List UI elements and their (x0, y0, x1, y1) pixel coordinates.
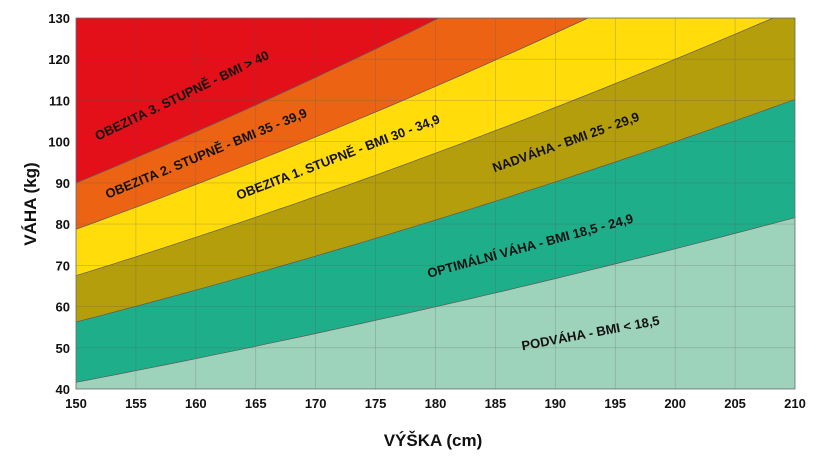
zone-band-3 (76, 18, 774, 276)
y-tick-label: 130 (48, 11, 70, 26)
x-tick-label: 185 (485, 396, 507, 411)
zone-boundaries (76, 18, 795, 383)
bmi-boundary-1 (76, 99, 795, 323)
y-tick-label: 40 (56, 382, 70, 397)
x-tick-label: 180 (425, 396, 447, 411)
x-tick-label: 195 (604, 396, 626, 411)
bmi-boundary-2 (76, 18, 774, 276)
x-tick-label: 165 (245, 396, 267, 411)
x-tick-label: 160 (185, 396, 207, 411)
x-tick-label: 155 (125, 396, 147, 411)
y-axis-title: VÁHA (kg) (21, 162, 40, 245)
x-tick-label: 175 (365, 396, 387, 411)
x-tick-label: 190 (544, 396, 566, 411)
y-tick-label: 100 (48, 135, 70, 150)
bmi-zones (76, 18, 795, 389)
x-tick-label: 205 (724, 396, 746, 411)
bmi-boundary-0 (76, 217, 795, 383)
y-tick-label: 70 (56, 258, 70, 273)
zone-band-0 (76, 217, 795, 389)
zone-band-4 (76, 18, 589, 230)
zone-band-5 (76, 18, 439, 183)
y-tick-label: 80 (56, 217, 70, 232)
y-tick-label: 60 (56, 300, 70, 315)
y-tick-label: 120 (48, 52, 70, 67)
y-tick-label: 50 (56, 341, 70, 356)
bmi-boundary-3 (76, 18, 589, 230)
zone-band-1 (76, 99, 795, 383)
y-tick-label: 110 (49, 93, 70, 108)
x-tick-label: 210 (784, 396, 806, 411)
x-tick-labels: 150 155 160 165 170 175 180 185 190 195 200 205 210 (65, 396, 806, 411)
plot-frame (75, 17, 796, 390)
y-tick-labels: 40 50 60 70 80 90 100 110 120 130 (48, 11, 70, 397)
x-axis-title: VÝŠKA (cm) (384, 431, 483, 450)
x-tick-label: 150 (65, 396, 87, 411)
x-tick-label: 170 (305, 396, 327, 411)
y-tick-label: 90 (56, 176, 70, 191)
zone-band-2 (76, 18, 795, 322)
bmi-boundary-4 (76, 18, 440, 184)
x-tick-label: 200 (664, 396, 686, 411)
